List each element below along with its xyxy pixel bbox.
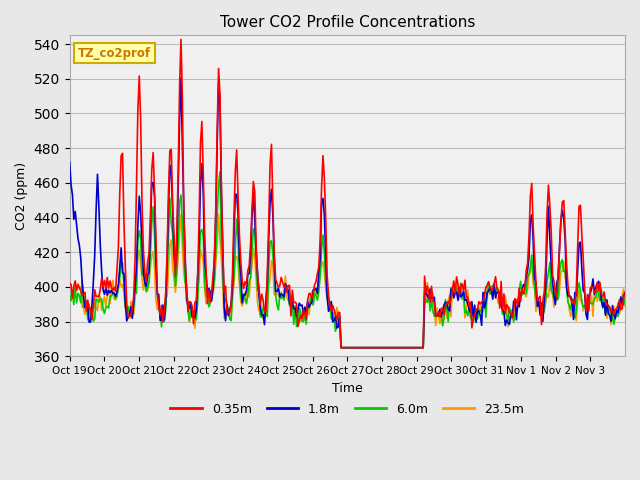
X-axis label: Time: Time [332, 382, 363, 395]
Legend: 0.35m, 1.8m, 6.0m, 23.5m: 0.35m, 1.8m, 6.0m, 23.5m [165, 398, 529, 420]
Title: Tower CO2 Profile Concentrations: Tower CO2 Profile Concentrations [220, 15, 475, 30]
Y-axis label: CO2 (ppm): CO2 (ppm) [15, 162, 28, 230]
Text: TZ_co2prof: TZ_co2prof [78, 47, 151, 60]
